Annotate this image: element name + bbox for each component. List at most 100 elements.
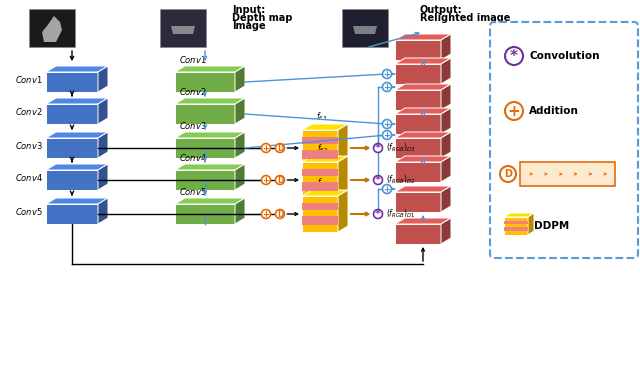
Text: $Conv2$: $Conv2$ [15, 106, 43, 116]
Polygon shape [302, 124, 348, 130]
Text: +: + [383, 131, 390, 140]
Polygon shape [98, 198, 108, 224]
Text: $Conv5$: $Conv5$ [15, 205, 43, 217]
Text: D: D [504, 169, 512, 179]
Polygon shape [175, 132, 245, 138]
Polygon shape [42, 16, 62, 42]
Polygon shape [395, 114, 441, 134]
Polygon shape [235, 164, 245, 190]
Polygon shape [46, 72, 98, 92]
Text: $Conv5$: $Conv5$ [179, 186, 207, 197]
Text: +: + [383, 185, 390, 193]
Polygon shape [302, 203, 338, 211]
Polygon shape [395, 64, 441, 84]
Polygon shape [353, 26, 377, 34]
Circle shape [262, 209, 271, 218]
Circle shape [275, 176, 285, 185]
Text: *: * [375, 175, 381, 185]
Polygon shape [395, 58, 451, 64]
Polygon shape [504, 213, 534, 217]
Circle shape [383, 83, 392, 92]
Text: +: + [262, 176, 269, 185]
Polygon shape [338, 190, 348, 232]
Circle shape [262, 144, 271, 153]
Polygon shape [302, 162, 338, 198]
Polygon shape [175, 104, 235, 124]
Text: $Conv1$: $Conv1$ [15, 74, 43, 84]
Text: $Conv4$: $Conv4$ [179, 152, 207, 163]
Text: *: * [375, 143, 381, 153]
Polygon shape [98, 66, 108, 92]
Circle shape [374, 176, 383, 185]
FancyBboxPatch shape [520, 162, 615, 186]
Polygon shape [441, 132, 451, 158]
Text: Addition: Addition [529, 106, 579, 116]
Polygon shape [528, 213, 534, 235]
Polygon shape [175, 98, 245, 104]
Circle shape [275, 144, 285, 153]
Circle shape [383, 70, 392, 78]
Polygon shape [171, 26, 195, 34]
Text: $Conv1$: $Conv1$ [179, 54, 207, 65]
Polygon shape [46, 66, 108, 72]
Polygon shape [504, 221, 528, 224]
Polygon shape [441, 156, 451, 182]
Text: $(f_{RGB})_{D2}$: $(f_{RGB})_{D2}$ [386, 174, 415, 186]
Text: $(f_{RGB})_{D1}$: $(f_{RGB})_{D1}$ [386, 208, 415, 220]
Polygon shape [302, 137, 338, 144]
Circle shape [500, 166, 516, 182]
Circle shape [262, 176, 271, 185]
Polygon shape [441, 218, 451, 244]
Polygon shape [46, 164, 108, 170]
Polygon shape [395, 156, 451, 162]
Text: +: + [383, 70, 390, 78]
Polygon shape [302, 169, 338, 176]
Circle shape [383, 185, 392, 193]
Circle shape [374, 144, 383, 153]
Polygon shape [98, 132, 108, 158]
Polygon shape [338, 156, 348, 198]
Polygon shape [235, 66, 245, 92]
Polygon shape [29, 9, 75, 47]
Polygon shape [98, 164, 108, 190]
Text: D: D [277, 176, 283, 185]
Text: $Conv2$: $Conv2$ [179, 86, 207, 97]
Polygon shape [504, 217, 528, 235]
Polygon shape [175, 170, 235, 190]
Polygon shape [441, 58, 451, 84]
Polygon shape [175, 72, 235, 92]
Polygon shape [504, 227, 528, 231]
Polygon shape [395, 218, 451, 224]
Polygon shape [46, 132, 108, 138]
Polygon shape [98, 98, 108, 124]
Polygon shape [441, 186, 451, 212]
Polygon shape [46, 104, 98, 124]
Text: +: + [262, 144, 269, 153]
Polygon shape [46, 170, 98, 190]
Polygon shape [46, 138, 98, 158]
Text: Input:: Input: [232, 5, 265, 15]
Text: Convolution: Convolution [529, 51, 600, 61]
Polygon shape [175, 198, 245, 204]
Polygon shape [46, 204, 98, 224]
Text: Relighted image: Relighted image [420, 13, 510, 23]
FancyBboxPatch shape [490, 22, 638, 258]
Text: $Conv3$: $Conv3$ [179, 120, 207, 131]
Polygon shape [46, 98, 108, 104]
Text: D: D [277, 209, 283, 218]
Circle shape [383, 131, 392, 140]
Text: $f_{E3}$: $f_{E3}$ [316, 110, 328, 123]
Text: DDPM: DDPM [534, 221, 569, 231]
Text: *: * [375, 209, 381, 219]
Polygon shape [302, 150, 338, 158]
Text: $f_{E2}$: $f_{E2}$ [317, 142, 328, 155]
Text: Output:: Output: [420, 5, 463, 15]
Polygon shape [302, 156, 348, 162]
Polygon shape [338, 124, 348, 166]
Text: D: D [277, 144, 283, 153]
Polygon shape [395, 162, 441, 182]
Polygon shape [302, 182, 338, 190]
Circle shape [275, 209, 285, 218]
Circle shape [374, 209, 383, 218]
Polygon shape [395, 40, 441, 60]
